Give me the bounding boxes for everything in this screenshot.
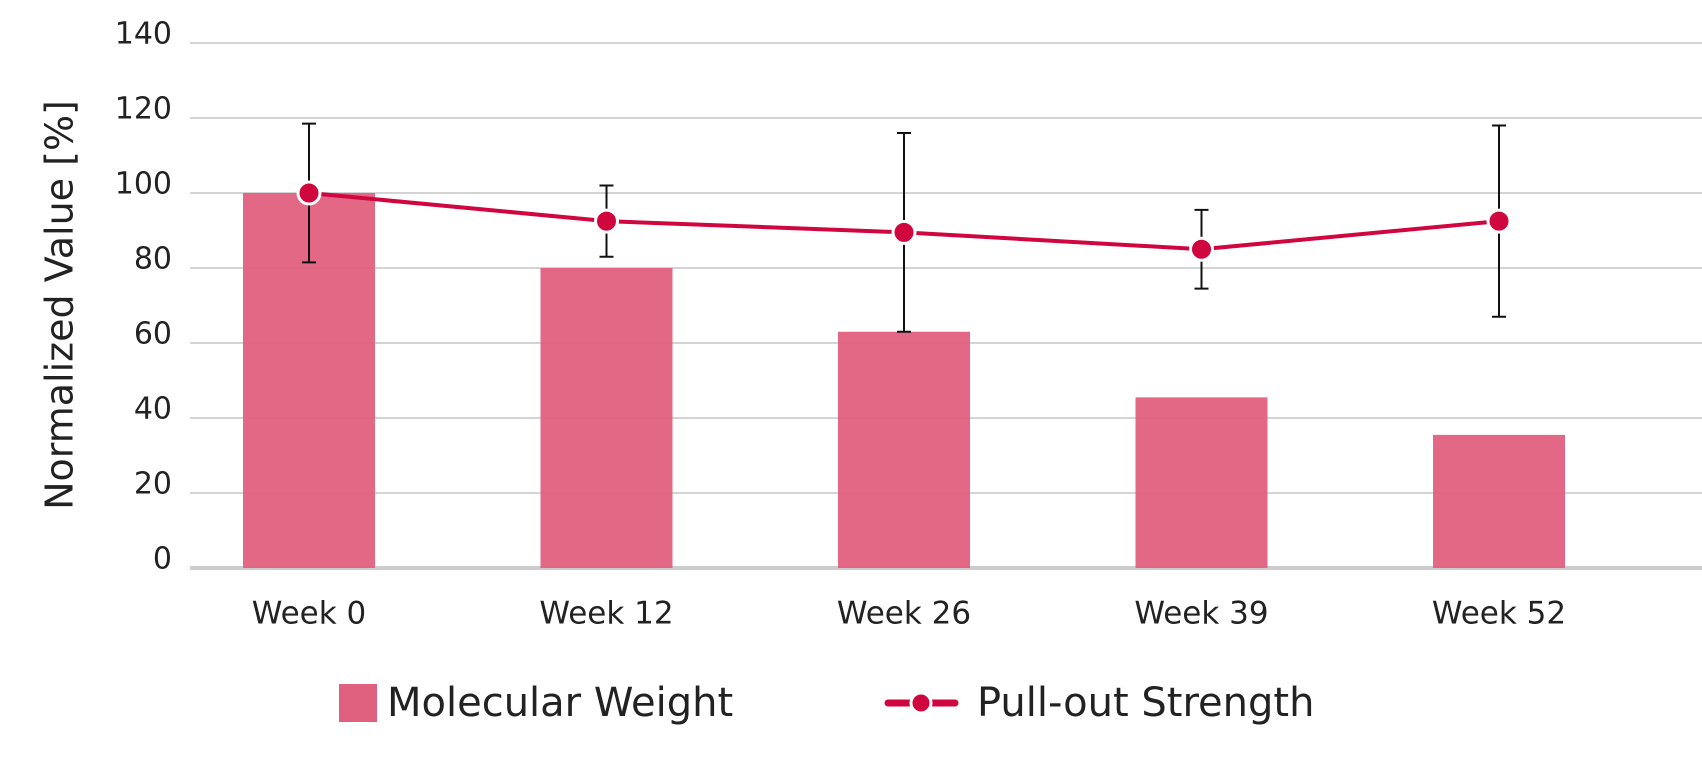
legend-marker	[909, 691, 933, 715]
point	[891, 219, 917, 245]
x-tick-label: Week 12	[539, 596, 673, 632]
x-tick-label: Week 0	[252, 596, 367, 632]
y-tick-label: 120	[115, 92, 172, 127]
x-tick-label: Week 39	[1134, 596, 1268, 632]
legend-swatch	[339, 684, 377, 722]
y-axis-label: Normalized Value [%]	[38, 100, 82, 510]
y-tick-label: 100	[115, 167, 172, 202]
legend-label: Pull-out Strength	[977, 680, 1314, 726]
point	[594, 208, 619, 234]
bar	[1433, 434, 1565, 568]
y-tick-label: 80	[134, 242, 172, 277]
point	[1189, 236, 1214, 262]
x-tick-label: Week 52	[1432, 596, 1566, 632]
y-tick-label: 140	[115, 17, 172, 52]
point	[296, 180, 322, 206]
bar	[540, 268, 673, 568]
point	[1486, 208, 1512, 234]
bar	[1135, 397, 1268, 568]
y-tick-label: 20	[134, 467, 172, 502]
y-tick-label: 0	[153, 542, 172, 577]
x-tick-label: Week 26	[837, 596, 971, 632]
y-tick-label: 40	[134, 392, 172, 427]
legend-label: Molecular Weight	[387, 680, 733, 726]
y-tick-label: 60	[134, 317, 172, 352]
bar	[838, 331, 970, 568]
